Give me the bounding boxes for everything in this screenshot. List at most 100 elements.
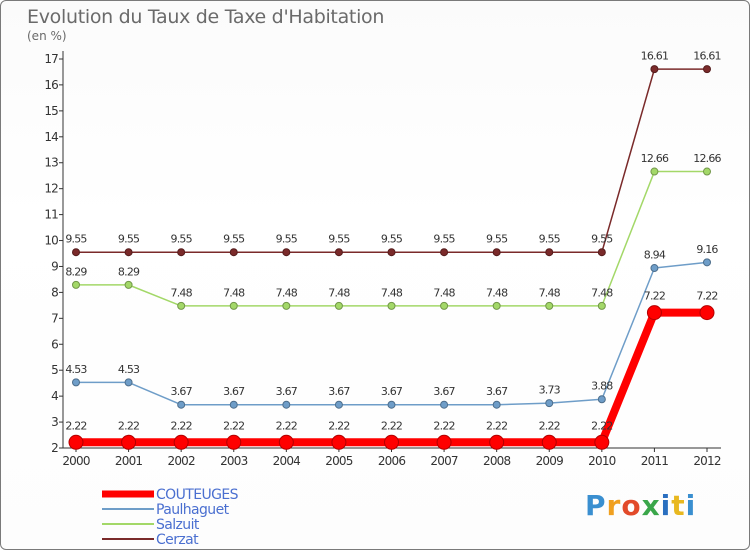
x-tick-label: 2002 bbox=[167, 454, 195, 468]
y-tick-label: 14 bbox=[44, 130, 58, 144]
data-label: 8.94 bbox=[644, 249, 666, 262]
data-point bbox=[278, 434, 294, 450]
data-point bbox=[334, 400, 343, 409]
y-tick-label: 11 bbox=[44, 208, 58, 222]
data-label: 3.67 bbox=[433, 385, 455, 398]
x-tick-label: 2011 bbox=[641, 454, 669, 468]
data-point bbox=[440, 301, 449, 310]
data-point bbox=[703, 65, 711, 74]
data-label: 9.16 bbox=[696, 243, 718, 256]
data-label: 12.66 bbox=[641, 152, 669, 165]
x-tick-label: 2008 bbox=[483, 454, 511, 468]
data-label: 7.48 bbox=[433, 286, 455, 299]
legend-label: COUTEUGES bbox=[156, 487, 239, 503]
data-label: 12.66 bbox=[693, 152, 721, 165]
data-point bbox=[597, 248, 606, 257]
data-point bbox=[489, 434, 505, 450]
data-point bbox=[436, 434, 452, 450]
legend-label: Paulhaguet bbox=[156, 502, 230, 518]
data-point bbox=[703, 258, 711, 267]
data-point bbox=[545, 248, 554, 257]
data-point bbox=[650, 167, 659, 176]
data-label: 9.55 bbox=[486, 233, 508, 246]
y-tick-label: 17 bbox=[44, 52, 58, 66]
data-label: 7.48 bbox=[276, 286, 298, 299]
logo-letter: P bbox=[585, 489, 607, 522]
data-point bbox=[177, 400, 186, 409]
data-label: 9.55 bbox=[223, 233, 245, 246]
proxiti-logo: Proxiti bbox=[585, 489, 696, 522]
data-point bbox=[650, 65, 659, 74]
y-tick-label: 9 bbox=[51, 259, 58, 273]
data-label: 7.48 bbox=[486, 286, 508, 299]
data-label: 2.22 bbox=[539, 419, 560, 432]
series-salzuit: 8.29 8.29 7.48 7.48 7.48 7.48 7.48 7.48 7.48 7.48… bbox=[65, 152, 722, 310]
data-label: 7.48 bbox=[223, 286, 245, 299]
series-couteuges: 2.22 2.22 2.22 2.22 2.22 2.22 2.22 2.22 2.22 2.22… bbox=[65, 290, 718, 450]
data-point bbox=[440, 400, 449, 409]
data-label: 9.55 bbox=[433, 233, 455, 246]
data-point bbox=[492, 301, 501, 310]
y-tick-label: 10 bbox=[44, 234, 58, 248]
data-point bbox=[282, 301, 291, 310]
data-point bbox=[492, 248, 501, 257]
data-point bbox=[124, 280, 133, 289]
data-label: 4.53 bbox=[65, 363, 87, 376]
data-point bbox=[177, 248, 186, 257]
data-label: 7.48 bbox=[171, 286, 193, 299]
data-label: 8.29 bbox=[118, 265, 140, 278]
data-point bbox=[282, 248, 291, 257]
data-point bbox=[68, 434, 84, 450]
data-point bbox=[229, 400, 238, 409]
data-point bbox=[545, 301, 554, 310]
data-point bbox=[124, 248, 133, 257]
data-label: 2.22 bbox=[486, 419, 507, 432]
y-tick-label: 8 bbox=[51, 285, 58, 299]
data-point bbox=[594, 434, 610, 450]
data-point bbox=[703, 167, 711, 176]
data-label: 9.55 bbox=[118, 233, 140, 246]
y-tick-label: 15 bbox=[44, 104, 58, 118]
data-label: 9.55 bbox=[539, 233, 561, 246]
data-point bbox=[282, 400, 291, 409]
series-cerzat: 9.55 9.55 9.55 9.55 9.55 9.55 9.55 9.55 9.55 9.55… bbox=[65, 50, 722, 257]
y-tick-label: 2 bbox=[51, 441, 58, 455]
data-label: 2.22 bbox=[223, 419, 244, 432]
x-tick-label: 2004 bbox=[273, 454, 301, 468]
data-label: 9.55 bbox=[171, 233, 193, 246]
y-tick-label: 6 bbox=[51, 337, 58, 351]
data-point bbox=[334, 301, 343, 310]
series-line bbox=[76, 68, 707, 253]
y-tick-label: 16 bbox=[44, 78, 58, 92]
data-point bbox=[545, 399, 554, 408]
x-tick-label: 2003 bbox=[220, 454, 248, 468]
data-label: 9.55 bbox=[328, 233, 350, 246]
logo-letter: o bbox=[621, 489, 642, 522]
data-label: 8.29 bbox=[65, 265, 87, 278]
data-label: 3.73 bbox=[539, 384, 561, 397]
y-tick-label: 13 bbox=[44, 156, 58, 170]
data-point bbox=[387, 248, 396, 257]
data-point bbox=[124, 378, 133, 387]
data-label: 2.22 bbox=[171, 419, 192, 432]
chart-title: Evolution du Taux de Taxe d'Habitation bbox=[27, 6, 385, 28]
data-label: 3.67 bbox=[276, 385, 298, 398]
logo-letter: r bbox=[606, 489, 622, 522]
data-label: 3.88 bbox=[591, 380, 613, 393]
data-point bbox=[72, 280, 80, 289]
legend-label: Cerzat bbox=[156, 532, 199, 548]
logo-letter: t bbox=[671, 489, 686, 522]
series-paulhaguet: 4.53 4.53 3.67 3.67 3.67 3.67 3.67 3.67 3.67 3.73… bbox=[65, 243, 719, 409]
data-label: 9.55 bbox=[591, 233, 613, 246]
data-point bbox=[646, 305, 662, 321]
data-point bbox=[597, 395, 606, 404]
y-tick-label: 7 bbox=[51, 311, 58, 325]
data-point bbox=[173, 434, 189, 450]
data-label: 3.67 bbox=[328, 385, 350, 398]
data-label: 9.55 bbox=[65, 233, 87, 246]
data-point bbox=[387, 301, 396, 310]
data-label: 3.67 bbox=[171, 385, 193, 398]
data-label: 3.67 bbox=[223, 385, 245, 398]
data-point bbox=[650, 264, 659, 273]
